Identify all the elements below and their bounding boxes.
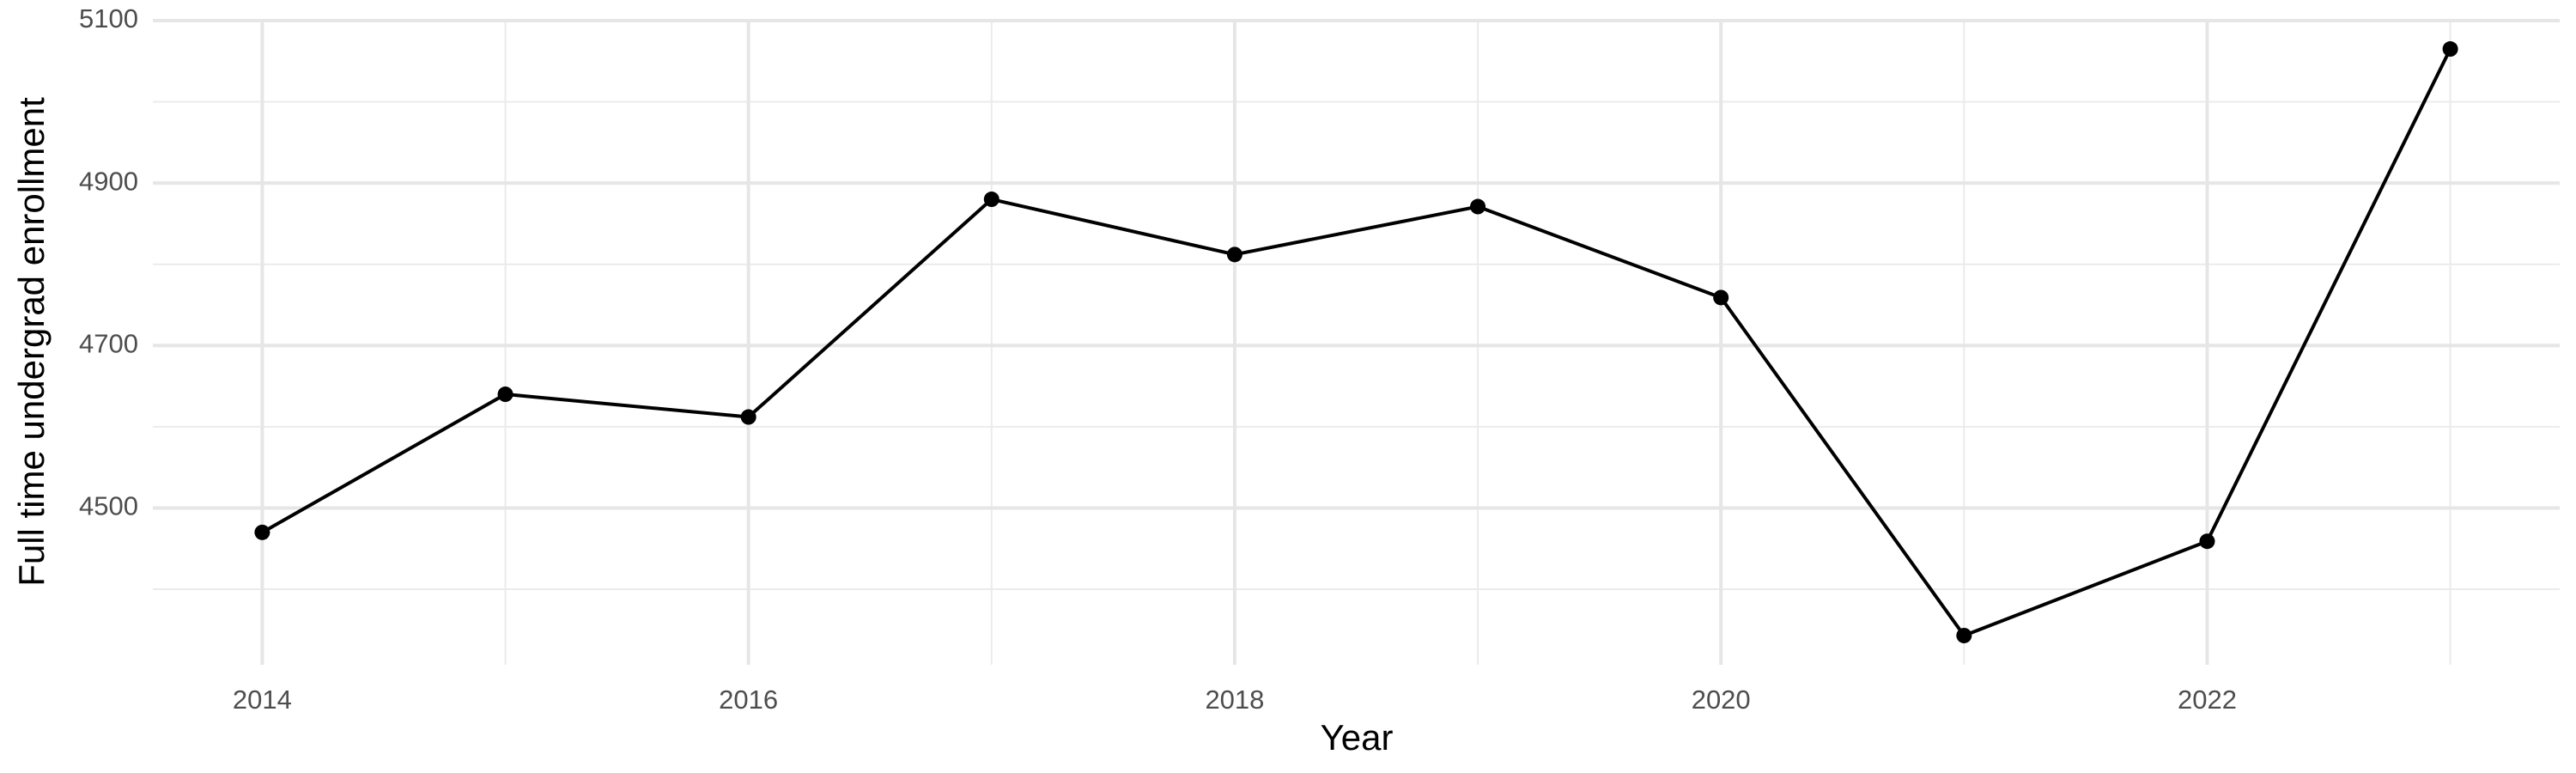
data-point xyxy=(1713,289,1729,306)
x-tick-label: 2022 xyxy=(2178,685,2237,715)
data-point xyxy=(1470,198,1486,215)
data-point xyxy=(254,524,270,540)
x-tick-label: 2016 xyxy=(719,685,778,715)
y-tick-label: 4700 xyxy=(79,328,138,358)
grid xyxy=(153,18,2560,665)
y-tick-label: 4500 xyxy=(79,491,138,521)
y-tick-label: 5100 xyxy=(79,3,138,33)
data-point xyxy=(2442,41,2458,58)
x-tick-label: 2020 xyxy=(1692,685,1751,715)
x-axis-title: Year xyxy=(1321,717,1394,758)
x-tick-label: 2014 xyxy=(233,685,292,715)
data-point xyxy=(740,409,756,425)
data-point xyxy=(983,192,999,208)
data-point xyxy=(497,386,513,403)
data-line xyxy=(261,48,2452,637)
data-point xyxy=(1956,627,1972,643)
y-axis-title: Full time undergrad enrollment xyxy=(11,97,52,587)
data-point xyxy=(2199,533,2215,550)
data-point xyxy=(1226,247,1242,263)
y-tick-label: 4900 xyxy=(79,166,138,196)
x-tick-label: 2018 xyxy=(1205,685,1264,715)
